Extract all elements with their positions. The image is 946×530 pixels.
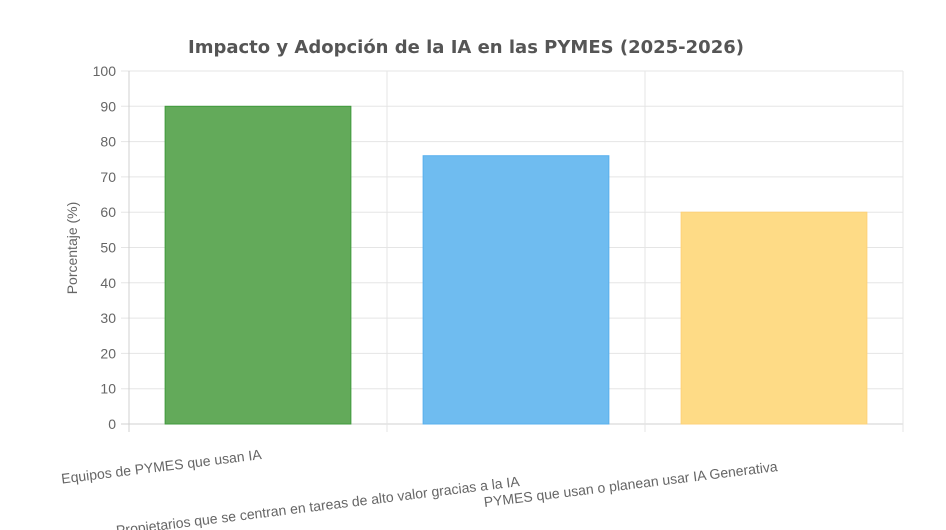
y-tick-label: 0 [108,416,116,432]
y-tick-label: 60 [100,204,116,220]
y-tick-label: 100 [93,63,117,79]
y-tick-label: 50 [100,240,116,256]
y-tick-label: 30 [100,310,116,326]
x-axis-labels: Equipos de PYMES que usan IAPropietarios… [60,446,778,530]
bar[interactable] [164,105,352,425]
x-tick-label: Propietarios que se centran en tareas de… [115,473,521,530]
y-tick-label: 90 [100,98,116,114]
bar[interactable] [680,211,868,425]
bar-layer [164,105,868,425]
bar[interactable] [422,155,610,425]
x-tick-label: PYMES que usan o planean usar IA Generat… [483,458,779,510]
y-tick-label: 20 [100,345,116,361]
y-axis-title: Porcentaje (%) [64,202,80,295]
y-tick-label: 10 [100,381,116,397]
x-tick-label: Equipos de PYMES que usan IA [60,446,263,487]
y-tick-label: 80 [100,134,116,150]
chart-title: Impacto y Adopción de la IA en las PYMES… [188,37,744,58]
y-tick-label: 40 [100,275,116,291]
y-tick-label: 70 [100,169,116,185]
y-axis-ticks: 0 10 20 30 40 50 60 70 80 90 100 [93,63,117,432]
